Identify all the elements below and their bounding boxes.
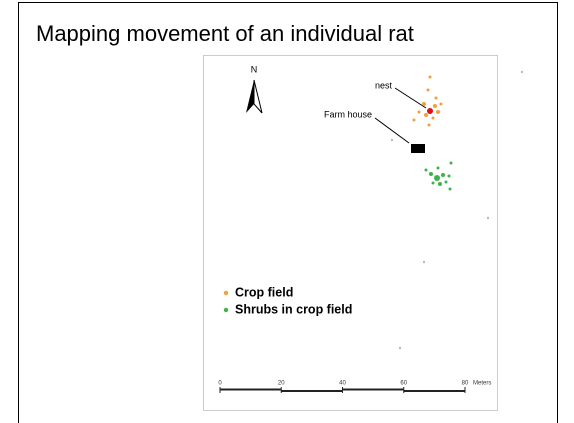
- legend-swatch: [223, 307, 229, 313]
- point: [447, 174, 451, 178]
- point: [412, 118, 416, 122]
- legend: Crop field Shrubs in crop field: [223, 285, 352, 316]
- point: [444, 180, 448, 184]
- nest-point: [427, 108, 433, 114]
- scale-segment: [220, 388, 282, 391]
- legend-label: Shrubs in crop field: [235, 302, 352, 316]
- farm-house-label: Farm house: [324, 109, 372, 119]
- legend-swatch: [223, 290, 229, 296]
- map-border: [203, 55, 498, 411]
- point: [398, 346, 402, 350]
- other-points: [390, 70, 524, 350]
- point: [427, 123, 431, 127]
- farm-house-arrow: [374, 117, 410, 144]
- north-arrow-left: [246, 80, 254, 113]
- point: [434, 175, 440, 181]
- point: [390, 138, 394, 142]
- point: [449, 161, 453, 165]
- point: [520, 70, 524, 74]
- point: [417, 110, 421, 114]
- scale-label: 40: [339, 381, 346, 387]
- point: [438, 182, 442, 186]
- north-arrow: N: [246, 64, 263, 114]
- map-panel: N nest Farm house: [203, 55, 524, 411]
- scale-segment: [403, 390, 465, 392]
- north-arrow-right: [253, 79, 263, 114]
- scale-label: 0: [218, 381, 222, 387]
- point: [429, 172, 433, 176]
- scale-segment: [342, 388, 404, 391]
- legend-label: Crop field: [235, 285, 293, 299]
- point: [424, 168, 428, 172]
- point: [448, 187, 452, 191]
- point: [441, 173, 445, 177]
- point: [433, 104, 437, 108]
- slide-title: Mapping movement of an individual rat: [36, 21, 414, 46]
- scale-label: 60: [400, 381, 407, 387]
- point: [422, 102, 426, 106]
- point: [436, 110, 440, 114]
- point: [486, 216, 490, 220]
- scale-label: 80: [462, 381, 469, 387]
- point: [424, 113, 428, 117]
- scale-label: 20: [278, 381, 285, 387]
- point: [426, 88, 430, 92]
- north-label: N: [251, 64, 258, 74]
- point: [422, 260, 426, 264]
- farm-house: [411, 144, 425, 153]
- point: [434, 96, 438, 100]
- point: [436, 166, 440, 170]
- point: [431, 181, 435, 185]
- scale-segment: [281, 390, 343, 392]
- point: [428, 75, 432, 79]
- crop-field-points: [412, 75, 443, 127]
- point: [431, 116, 435, 120]
- shrub-points: [424, 161, 453, 191]
- point: [439, 102, 443, 106]
- scale-unit: Meters: [473, 381, 491, 387]
- scale-bar: 0 20 40 60 80 Meters: [218, 381, 491, 393]
- nest-arrow: [394, 87, 427, 109]
- nest-label: nest: [375, 80, 393, 90]
